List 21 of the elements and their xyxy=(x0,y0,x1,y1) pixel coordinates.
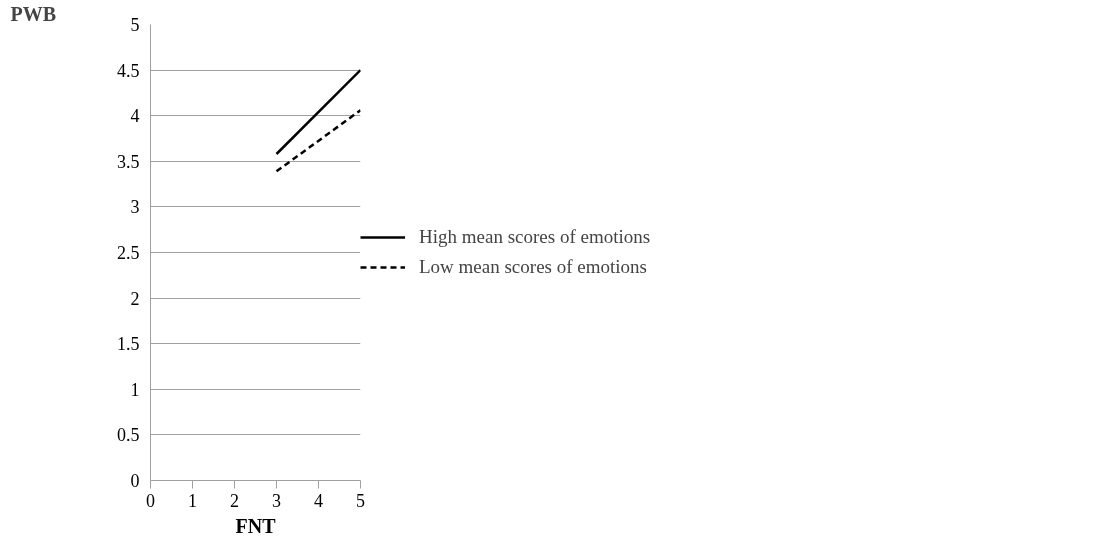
y-tick-label: 0.5 xyxy=(117,425,140,446)
x-axis-title: FNT xyxy=(235,514,277,537)
legend-label: High mean scores of emotions xyxy=(419,226,651,248)
y-tick-label: 4 xyxy=(130,106,140,127)
y-tick-label: 5 xyxy=(130,15,140,35)
y-tick-label: 1 xyxy=(130,379,140,400)
y-tick-label: 4.5 xyxy=(117,60,140,81)
legend-label: Low mean scores of emotions xyxy=(419,256,647,278)
x-tick-label: 0 xyxy=(146,490,155,511)
y-tick-label: 0 xyxy=(130,471,140,491)
y-tick-label: 1.5 xyxy=(117,334,140,355)
x-tick-label: 1 xyxy=(188,490,197,511)
x-tick-label: 2 xyxy=(230,490,239,511)
x-tick-label: 5 xyxy=(356,490,365,511)
y-tick-label: 3.5 xyxy=(117,151,140,172)
y-tick-label: 2.5 xyxy=(117,243,140,263)
x-tick-label: 4 xyxy=(314,490,323,511)
x-tick-label: 3 xyxy=(272,490,281,511)
y-tick-label: 3 xyxy=(130,197,140,218)
y-axis-title: PWB xyxy=(10,2,57,25)
y-tick-label: 2 xyxy=(130,288,140,309)
